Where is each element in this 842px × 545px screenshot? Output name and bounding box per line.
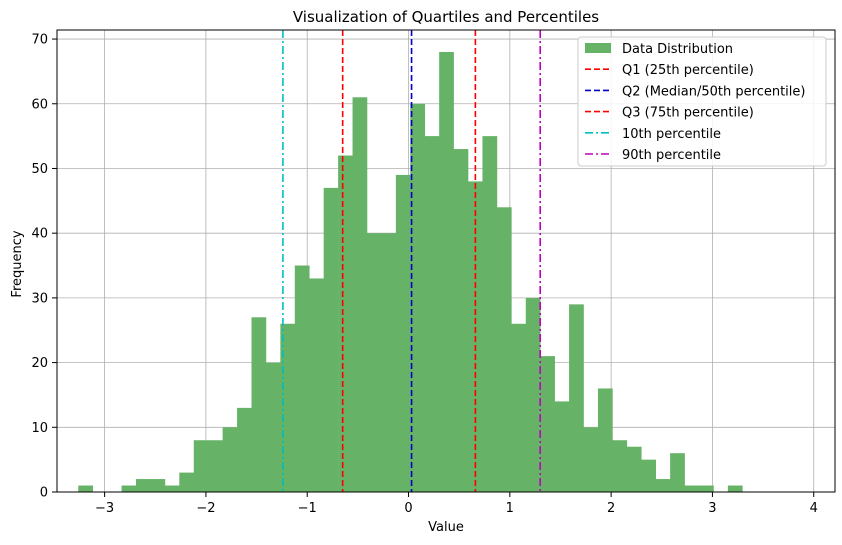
histogram-bar [655,479,671,492]
histogram-bar [150,479,166,492]
histogram-bar [395,174,411,493]
histogram-bar [453,149,469,492]
legend-label: Q1 (25th percentile) [622,63,754,78]
histogram-bar [684,485,700,492]
histogram-bar [525,297,541,492]
chart-title: Visualization of Quartiles and Percentil… [293,8,599,26]
histogram-bar [366,233,382,493]
x-tick-label: −1 [298,501,317,516]
y-tick-label: 40 [31,227,48,242]
histogram-bar [511,323,527,492]
y-tick-label: 20 [31,356,48,371]
legend-label: Data Distribution [622,42,733,57]
legend: Data Distribution Q1 (25th percentile) Q2 … [577,36,827,167]
histogram-bar [727,485,743,492]
histogram-bar [352,97,368,492]
legend-box [577,36,827,167]
histogram-bar [309,278,324,492]
x-tick-label: 0 [404,501,412,516]
x-axis-label: Value [428,520,464,535]
x-tick-label: 1 [506,501,514,516]
histogram-bar [193,440,209,492]
histogram-bar [554,401,570,492]
histogram-bar [265,362,281,492]
y-tick-label: 60 [31,97,48,112]
histogram-bar [670,453,685,492]
histogram-bar [626,446,642,492]
histogram-bar [208,440,223,492]
y-axis-label: Frequency [10,230,25,297]
x-tick-label: −3 [95,501,114,516]
y-tick-label: 0 [40,486,48,501]
histogram-bars [78,52,743,493]
x-tick-label: 4 [810,501,818,516]
histogram-bar [121,485,137,492]
legend-label: Q3 (75th percentile) [622,106,754,121]
histogram-bar [699,485,714,492]
histogram-bar [280,323,296,492]
histogram-bar [424,136,440,492]
histogram-bar [294,265,310,492]
percentile-lines [282,30,542,492]
histogram-bar [597,388,613,492]
y-tick-label: 10 [31,421,48,436]
histogram-bar [540,356,555,492]
histogram-bar [410,103,426,492]
histogram-bar [323,187,339,492]
histogram-bar [569,304,584,492]
histogram-bar [381,233,397,493]
histogram-bar [482,136,498,492]
histogram-bar [78,485,94,492]
histogram-bar [179,472,195,492]
histogram-bar [338,155,353,492]
histogram-bar [641,459,656,492]
histogram-bar [136,479,151,492]
x-tick-label: 3 [708,501,716,516]
y-tick-label: 50 [31,162,48,177]
histogram-bar [222,427,238,492]
histogram-bar [496,207,512,492]
y-tick-label: 30 [31,291,48,306]
legend-swatch [585,43,611,53]
x-tick-label: 2 [607,501,615,516]
histogram-bar [439,52,454,492]
histogram-bar [583,427,599,492]
histogram-bar [251,317,267,492]
histogram-bar [612,440,628,492]
y-tick-label: 70 [31,33,48,48]
histogram-bar [237,407,252,492]
plot-frame [56,29,836,493]
x-tick-label: −2 [196,501,215,516]
legend-label: Q2 (Median/50th percentile) [622,84,805,99]
histogram-bar [164,485,180,492]
legend-label: 10th percentile [622,127,721,142]
legend-label: 90th percentile [622,148,721,163]
